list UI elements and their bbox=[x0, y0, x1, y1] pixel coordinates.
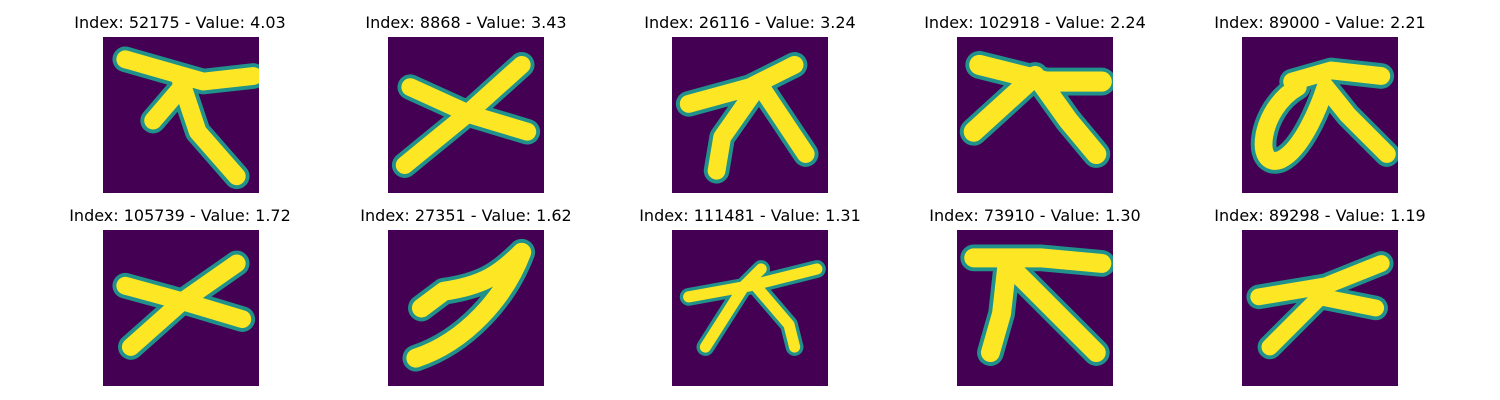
image-panel bbox=[672, 230, 828, 386]
glyph-image bbox=[672, 230, 828, 386]
panel-title: Index: 52175 - Value: 4.03 bbox=[74, 13, 286, 32]
glyph-image bbox=[672, 37, 828, 193]
image-panel bbox=[388, 37, 544, 193]
panel-title: Index: 89298 - Value: 1.19 bbox=[1214, 206, 1426, 225]
image-panel bbox=[103, 230, 259, 386]
panel-title: Index: 27351 - Value: 1.62 bbox=[360, 206, 572, 225]
panel-title: Index: 102918 - Value: 2.24 bbox=[924, 13, 1146, 32]
panel-title: Index: 105739 - Value: 1.72 bbox=[69, 206, 291, 225]
image-panel bbox=[957, 37, 1113, 193]
glyph-image bbox=[957, 37, 1113, 193]
glyph-image bbox=[103, 230, 259, 386]
panel-title: Index: 73910 - Value: 1.30 bbox=[929, 206, 1141, 225]
glyph-image bbox=[1242, 37, 1398, 193]
glyph-image bbox=[388, 37, 544, 193]
panel-title: Index: 89000 - Value: 2.21 bbox=[1214, 13, 1426, 32]
image-panel bbox=[1242, 37, 1398, 193]
image-panel bbox=[672, 37, 828, 193]
glyph-image bbox=[388, 230, 544, 386]
image-panel bbox=[103, 37, 259, 193]
glyph-image bbox=[1242, 230, 1398, 386]
panel-title: Index: 8868 - Value: 3.43 bbox=[365, 13, 567, 32]
panel-title: Index: 26116 - Value: 3.24 bbox=[644, 13, 856, 32]
image-panel bbox=[1242, 230, 1398, 386]
glyph-image bbox=[957, 230, 1113, 386]
glyph-image bbox=[103, 37, 259, 193]
image-panel bbox=[957, 230, 1113, 386]
panel-title: Index: 111481 - Value: 1.31 bbox=[639, 206, 861, 225]
image-panel bbox=[388, 230, 544, 386]
